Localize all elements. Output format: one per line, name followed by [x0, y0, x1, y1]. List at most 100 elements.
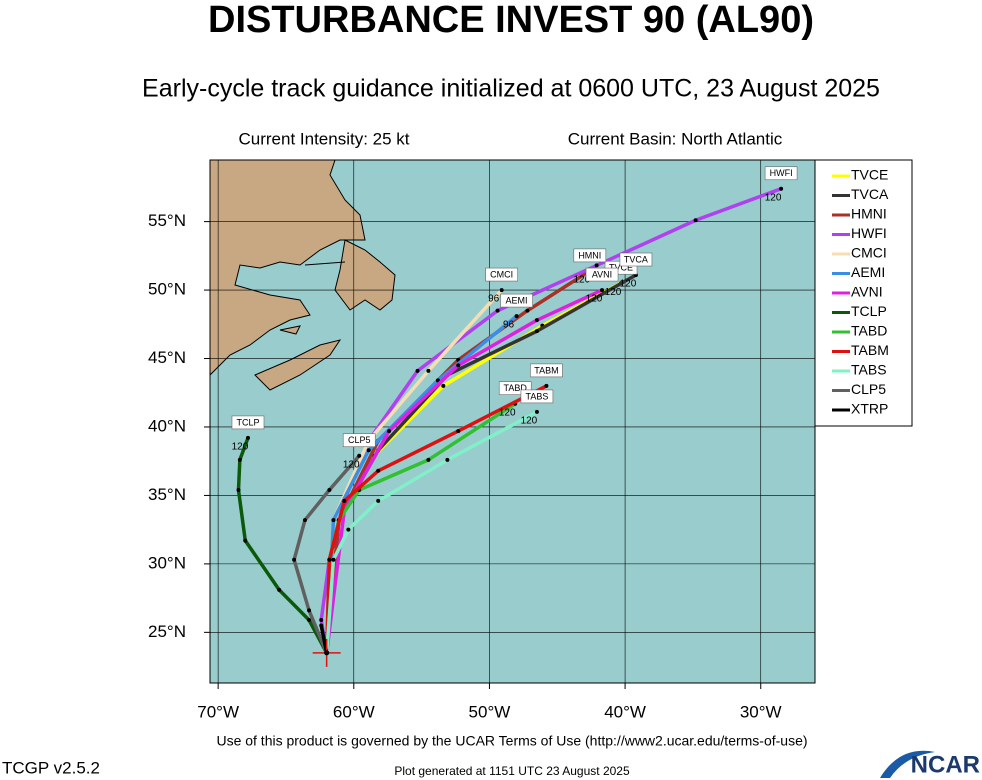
mainland	[210, 160, 366, 376]
legend-label: HMNI	[851, 206, 887, 222]
legend-label: AVNI	[851, 284, 883, 300]
track-point	[456, 429, 461, 434]
track-label-box	[585, 267, 619, 282]
legend-label: TVCA	[851, 186, 889, 202]
terms: Use of this product is governed by the U…	[216, 733, 807, 749]
track-point	[342, 498, 347, 503]
track-point	[779, 186, 784, 191]
track-point	[277, 587, 282, 592]
hour-label: 96	[488, 294, 500, 305]
track-point	[327, 557, 332, 562]
legend-label: TABM	[851, 342, 889, 358]
x-tick-label: 50°W	[469, 702, 511, 721]
initial-point	[324, 650, 330, 656]
legend-label: TCLP	[851, 303, 887, 319]
version: TCGP v2.5.2	[2, 758, 100, 777]
track-point	[292, 557, 297, 562]
track-point	[237, 457, 242, 462]
track-label-box	[619, 252, 653, 267]
track-point	[441, 383, 446, 388]
x-tick-label: 30°W	[740, 702, 782, 721]
track-label: CLP5	[348, 435, 371, 445]
y-tick-label: 35°N	[148, 485, 186, 504]
hour-label: 120	[573, 275, 590, 286]
logo: NCAR	[911, 751, 980, 778]
track-point	[499, 288, 504, 293]
track-label-box	[764, 166, 798, 181]
track-point	[327, 487, 332, 492]
hour-label: 120	[499, 407, 516, 418]
track	[292, 454, 361, 654]
legend	[814, 159, 913, 427]
x-tick-label: 40°W	[604, 702, 646, 721]
legend-label: CLP5	[851, 381, 886, 397]
legend-label: TABD	[851, 323, 887, 339]
legend-label: HWFI	[851, 225, 887, 241]
generated: Plot generated at 1151 UTC 23 August 202…	[394, 764, 630, 778]
track-label-box	[342, 433, 376, 448]
subtitle: Early-cycle track guidance initialized a…	[142, 75, 880, 103]
track-point	[534, 318, 539, 323]
track-label-box	[231, 415, 265, 430]
track	[324, 384, 548, 653]
track-point	[445, 457, 450, 462]
track-label-box	[530, 363, 563, 378]
hour-label: 96	[503, 320, 515, 331]
intensity: Current Intensity: 25 kt	[238, 129, 409, 148]
legend-label: AEMI	[851, 264, 885, 280]
track-point	[307, 608, 312, 613]
x-tick-label: 70°W	[197, 702, 239, 721]
hour-label: 120	[620, 279, 637, 290]
track-label-box	[485, 267, 518, 282]
track	[324, 410, 538, 654]
track-point	[302, 518, 307, 523]
y-tick-label: 45°N	[148, 348, 186, 367]
track-point	[693, 218, 698, 223]
track-label-box	[573, 248, 607, 263]
hour-label: 120	[765, 192, 782, 203]
track-point	[243, 538, 248, 543]
track-point	[346, 527, 351, 532]
island	[279, 325, 301, 335]
track-point	[387, 429, 392, 434]
hour-label: 120	[605, 287, 622, 298]
legend-label: TVCE	[851, 167, 888, 183]
y-tick-label: 30°N	[148, 553, 186, 572]
hour-label: 120	[343, 459, 360, 470]
y-tick-label: 40°N	[148, 416, 186, 435]
track-point	[534, 409, 539, 414]
track-label: HMNI	[578, 250, 601, 260]
track-label-box	[520, 389, 554, 404]
y-tick-label: 50°N	[148, 280, 186, 299]
track-point	[376, 468, 381, 473]
track-label: AVNI	[592, 269, 612, 279]
track-label-box	[500, 293, 533, 308]
track	[319, 187, 782, 654]
title: DISTURBANCE INVEST 90 (AL90)	[208, 0, 814, 41]
track-point	[594, 263, 599, 268]
track-label: TABM	[534, 365, 558, 375]
track-point	[534, 329, 539, 334]
track-point	[415, 368, 420, 373]
hour-label: 120	[521, 416, 538, 427]
track-point	[366, 448, 371, 453]
track-point	[236, 487, 241, 492]
track-point	[426, 457, 431, 462]
track-point	[245, 435, 250, 440]
track-label: HWFI	[770, 168, 793, 178]
track	[324, 288, 603, 654]
logo-swoosh	[880, 750, 935, 778]
track-point	[319, 623, 324, 628]
track-point	[319, 618, 324, 623]
track-point	[456, 363, 461, 368]
newfoundland	[334, 239, 396, 311]
track-label: TABS	[525, 391, 548, 401]
legend-label: TABS	[851, 362, 887, 378]
x-tick-label: 60°W	[333, 702, 375, 721]
border	[304, 261, 346, 266]
legend-label: XTRP	[851, 401, 888, 417]
track-point	[426, 368, 431, 373]
track-label: CMCI	[490, 269, 513, 279]
track-point	[307, 618, 312, 623]
